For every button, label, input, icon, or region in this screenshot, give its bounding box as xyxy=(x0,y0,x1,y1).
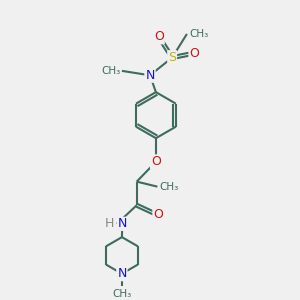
Text: O: O xyxy=(189,47,199,60)
Text: H: H xyxy=(105,217,115,230)
Text: CH₃: CH₃ xyxy=(160,182,179,192)
Text: CH₃: CH₃ xyxy=(189,29,208,39)
Text: O: O xyxy=(151,155,161,168)
Text: CH₃: CH₃ xyxy=(101,66,121,76)
Text: O: O xyxy=(154,30,164,44)
Text: N: N xyxy=(145,69,155,82)
Text: CH₃: CH₃ xyxy=(112,289,132,298)
Text: N: N xyxy=(117,267,127,280)
Text: S: S xyxy=(168,51,176,64)
Text: N: N xyxy=(118,217,127,230)
Text: O: O xyxy=(153,208,163,220)
